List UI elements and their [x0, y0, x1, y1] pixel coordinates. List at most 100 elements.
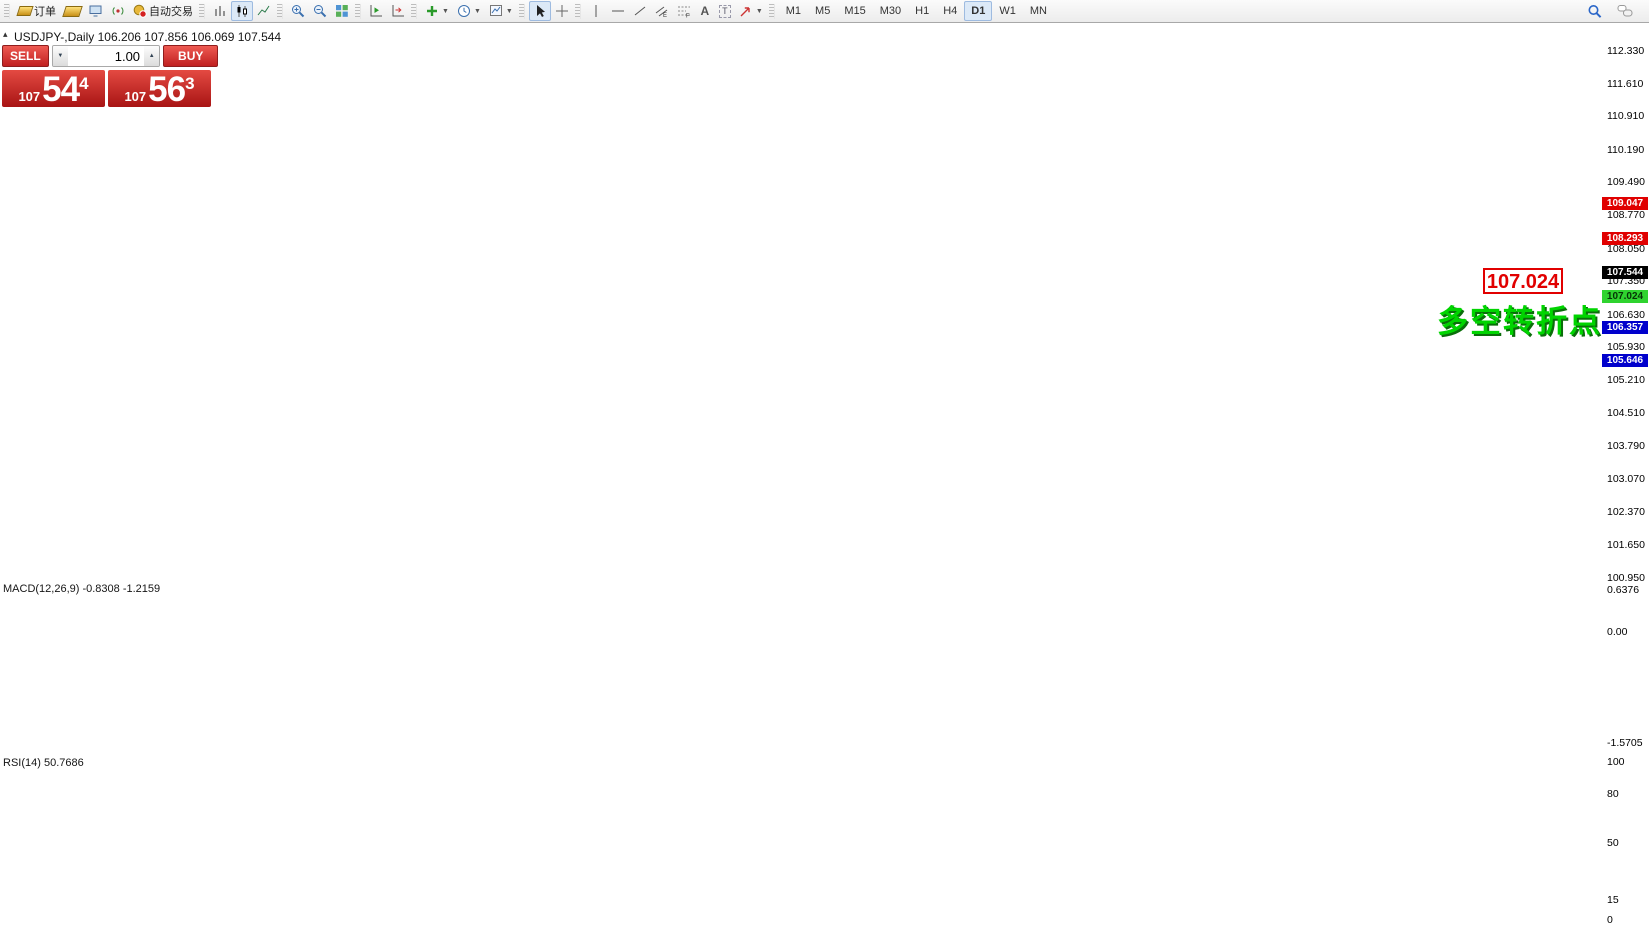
tile-windows-button[interactable] — [331, 1, 353, 21]
periods-button[interactable]: ▼ — [453, 1, 485, 21]
crosshair-button[interactable] — [551, 1, 573, 21]
order-icon — [16, 6, 34, 16]
timeframe-d1-button[interactable]: D1 — [964, 1, 993, 21]
toolbar-separator — [574, 3, 581, 19]
timeframe-w1-button[interactable]: W1 — [999, 5, 1016, 17]
one-click-collapse-icon[interactable]: ▴ — [3, 29, 8, 39]
zoom-in-button[interactable] — [287, 1, 309, 21]
sell-price-big-figure: 107 — [18, 89, 41, 104]
line-chart-button[interactable] — [253, 1, 275, 21]
timeframe-m5-button[interactable]: M5 — [815, 5, 831, 17]
toolbar-separator — [768, 3, 775, 19]
gold-button[interactable] — [60, 1, 85, 21]
auto-trading-button[interactable]: 自动交易 — [129, 1, 197, 21]
rsi-indicator-label: RSI(14) 50.7686 — [3, 757, 84, 769]
toolbar-separator — [355, 3, 361, 19]
bars-icon — [213, 4, 227, 18]
textT-icon: T — [719, 4, 731, 18]
chevron-down-icon[interactable]: ▼ — [505, 7, 513, 15]
buy-price-pips: 56 — [148, 70, 186, 109]
terminal-button[interactable] — [85, 1, 107, 21]
equidistant-channel-button[interactable]: E — [651, 1, 673, 21]
volume-input[interactable] — [68, 46, 145, 66]
toolbar-separator — [4, 3, 10, 19]
volume-stepper: ▼ ▲ — [51, 45, 161, 67]
volume-decrease-button[interactable]: ▼ — [52, 46, 69, 66]
buy-button[interactable]: BUY — [163, 45, 218, 67]
toolbar-separator — [277, 3, 283, 19]
volume-increase-button[interactable]: ▲ — [144, 46, 160, 66]
main-toolbar: 订单 自动交易 ▼ ▼ ▼ E F A T ▼ M1 M5 M15 M30 H1 H4 D1 W1 MN — [0, 0, 1649, 23]
trendline-button[interactable] — [629, 1, 651, 21]
timeframe-m15-button[interactable]: M15 — [844, 5, 866, 17]
auto-trading-label: 自动交易 — [149, 6, 193, 18]
timeframe-mn-button[interactable]: MN — [1029, 5, 1047, 17]
price-level-flag: 106.357 — [1602, 321, 1648, 335]
chevron-down-icon[interactable]: ▼ — [442, 7, 449, 15]
fibo-icon: F — [677, 4, 691, 18]
zoom-out-button[interactable] — [309, 1, 331, 21]
price-callout-107024[interactable]: 107.024 — [1483, 268, 1563, 294]
toolbar-separator — [411, 3, 417, 19]
vertical-line-button[interactable] — [585, 1, 607, 21]
sell-quote[interactable]: 107 54 4 — [2, 70, 105, 107]
gold-icon — [62, 5, 83, 17]
date-axis[interactable] — [0, 929, 1600, 945]
new-order-button[interactable]: 订单 — [14, 1, 60, 21]
zoomout-icon — [313, 4, 327, 18]
price-level-flag: 109.047 — [1602, 196, 1648, 210]
cross-icon — [555, 4, 569, 18]
horizontal-line-button[interactable] — [607, 1, 629, 21]
fibonacci-button[interactable]: F — [673, 1, 695, 21]
vline-icon — [589, 4, 603, 18]
candlestick-chart-button[interactable] — [231, 1, 253, 21]
bar-chart-button[interactable] — [209, 1, 231, 21]
tline-icon — [633, 4, 647, 18]
tiles-icon — [335, 4, 349, 18]
cursor-button[interactable] — [528, 1, 551, 21]
signal-button[interactable] — [107, 1, 129, 21]
one-click-trading-panel: SELL ▼ ▲ BUY 107 54 4 107 56 3 — [2, 45, 218, 107]
chat-icon — [1617, 5, 1633, 17]
sell-button[interactable]: SELL — [2, 45, 49, 67]
toolbar-separator — [199, 3, 205, 19]
terminal-icon — [89, 5, 103, 18]
buy-price-big-figure: 107 — [124, 89, 147, 104]
buy-quote[interactable]: 107 56 3 — [108, 70, 211, 107]
template-icon — [489, 4, 503, 18]
chart-symbol-period: USDJPY-,Daily — [14, 30, 95, 44]
new-order-label: 订单 — [34, 6, 56, 18]
search-icon — [1588, 4, 1602, 18]
channel-icon: E — [655, 4, 669, 18]
templates-button[interactable]: ▼ — [485, 1, 517, 21]
hline-icon — [611, 4, 625, 18]
chevron-down-icon[interactable]: ▼ — [755, 7, 763, 15]
buy-price-fraction: 3 — [185, 74, 195, 93]
turning-point-annotation[interactable]: 多空转折点 — [1437, 304, 1602, 339]
text-label-button[interactable]: T — [715, 1, 735, 21]
chart-shift-button[interactable] — [387, 1, 409, 21]
sell-price-pips: 54 — [42, 70, 80, 109]
chevron-down-icon[interactable]: ▼ — [473, 7, 481, 15]
chart-title: USDJPY-,Daily 106.206 107.856 106.069 10… — [14, 30, 281, 44]
clock-icon — [457, 4, 471, 18]
price-level-flag: 105.646 — [1602, 354, 1648, 368]
timeframe-m30-button[interactable]: M30 — [879, 5, 902, 17]
autoscroll-icon — [369, 4, 383, 18]
chat-button[interactable] — [1613, 1, 1639, 21]
zoomin-icon — [291, 4, 305, 18]
timeframe-h1-button[interactable]: H1 — [915, 5, 930, 17]
text-button[interactable]: A — [695, 1, 715, 21]
macd-indicator-label: MACD(12,26,9) -0.8308 -1.2159 — [3, 583, 161, 595]
arrows-button[interactable]: ▼ — [735, 1, 767, 21]
robot-icon — [133, 4, 147, 18]
shift-icon — [391, 4, 405, 18]
timeframe-h4-button[interactable]: H4 — [943, 5, 958, 17]
timeframe-m1-button[interactable]: M1 — [785, 5, 802, 17]
signal-icon — [111, 4, 125, 18]
search-button[interactable] — [1583, 1, 1607, 21]
auto-scroll-button[interactable] — [365, 1, 387, 21]
indicators-button[interactable]: ▼ — [421, 1, 453, 21]
current-price-flag: 107.544 — [1602, 266, 1648, 280]
